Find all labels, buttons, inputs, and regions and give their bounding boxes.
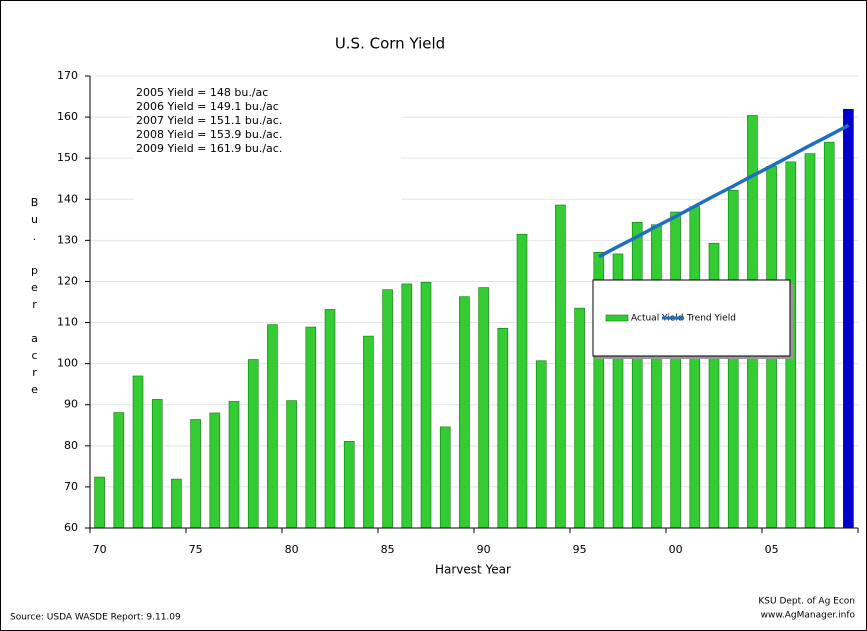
credit: KSU Dept. of Ag Econ: [758, 597, 855, 607]
bar: [459, 296, 470, 529]
x-tick-label: 95: [573, 543, 587, 556]
y-tick-label: 150: [57, 151, 78, 164]
y-tick-label: 170: [57, 69, 78, 82]
bar: [267, 324, 278, 529]
y-tick-label: 70: [64, 480, 78, 493]
y-tick-label: 160: [57, 110, 78, 123]
x-axis-label: Harvest Year: [435, 563, 511, 577]
bar: [94, 476, 105, 529]
bar: [209, 412, 221, 529]
annotation: 2009 Yield = 161.9 bu./ac.: [136, 142, 282, 155]
x-tick-label: 75: [189, 543, 203, 556]
bar: [631, 221, 643, 529]
annotation: 2006 Yield = 149.1 bu./ac: [136, 100, 279, 113]
bar: [190, 419, 201, 529]
bar: [113, 412, 125, 529]
bar: [516, 233, 528, 529]
y-axis-label: Bu. per acre: [28, 196, 41, 400]
bar: [132, 375, 144, 529]
y-tick-label: 100: [57, 357, 78, 370]
source: Source: USDA WASDE Report: 9.11.09: [10, 613, 181, 623]
y-tick-label: 130: [57, 233, 78, 246]
bar: [286, 400, 297, 529]
bar: [670, 211, 681, 529]
y-tick-label: 60: [64, 521, 78, 534]
annotation-box: [133, 84, 401, 200]
chart-title: U.S. Corn Yield: [335, 35, 445, 53]
bar: [689, 206, 701, 529]
y-tick-label: 140: [57, 192, 78, 205]
bar: [823, 141, 835, 529]
legend-swatch: [605, 314, 629, 322]
x-tick-label: 00: [669, 543, 683, 556]
bar: [343, 440, 355, 529]
bar: [171, 478, 182, 529]
x-tick-label: 05: [765, 543, 779, 556]
bar: [363, 335, 374, 529]
annotation: 2007 Yield = 151.1 bu./ac.: [136, 114, 282, 127]
bar: [420, 281, 432, 529]
x-tick-label: 90: [477, 543, 491, 556]
trend-line: [597, 123, 850, 259]
bar: [478, 287, 489, 529]
bar: [497, 327, 509, 529]
bar: [651, 224, 662, 529]
bar: [574, 307, 585, 529]
bar: [727, 189, 739, 529]
y-tick-label: 120: [57, 274, 78, 287]
credit: www.AgManager.info: [761, 611, 856, 621]
bar: [228, 401, 240, 529]
bar: [804, 153, 816, 529]
bar: [247, 359, 259, 529]
x-tick-label: 85: [381, 543, 395, 556]
y-tick-label: 110: [57, 316, 78, 329]
bar: [535, 360, 547, 529]
y-tick-label: 80: [64, 439, 78, 452]
bar: [305, 326, 317, 529]
bar: [401, 283, 413, 529]
legend-label: Trend Yield: [686, 314, 736, 324]
bar: [324, 309, 336, 529]
annotation: 2005 Yield = 148 bu./ac: [136, 86, 268, 99]
legend-label: Actual Yield: [631, 314, 683, 324]
bar: [382, 289, 393, 529]
bar: [439, 426, 451, 529]
bar: [555, 204, 566, 529]
y-tick-label: 90: [64, 398, 78, 411]
x-tick-label: 70: [93, 543, 107, 556]
annotation: 2008 Yield = 153.9 bu./ac.: [136, 128, 282, 141]
bar: [151, 399, 163, 529]
bar: [843, 108, 854, 529]
x-tick-label: 80: [285, 543, 299, 556]
